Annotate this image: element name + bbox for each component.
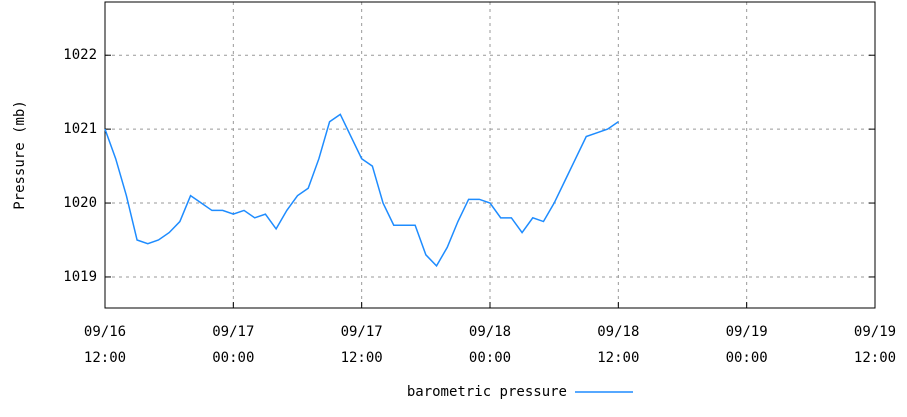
- x-tick-label: 09/19 12:00: [854, 324, 896, 366]
- y-tick-label: 1022: [63, 47, 97, 63]
- y-tick-label: 1019: [63, 269, 97, 285]
- x-tick-label: 09/18 12:00: [597, 324, 639, 366]
- line-series: [104, 113, 619, 268]
- x-tick-label: 09/18 00:00: [469, 324, 511, 366]
- x-tick-label: 09/17 00:00: [212, 324, 254, 366]
- y-tick-label: 1020: [63, 195, 97, 211]
- x-tick-label: 09/19 00:00: [726, 324, 768, 366]
- x-tick-label: 09/17 12:00: [341, 324, 383, 366]
- legend-label: barometric pressure: [407, 384, 567, 400]
- x-tick-label: 09/16 12:00: [84, 324, 126, 366]
- y-axis-label: Pressure (mb): [12, 100, 28, 210]
- plot-frame: [104, 1, 876, 309]
- y-tick-label: 1021: [63, 121, 97, 137]
